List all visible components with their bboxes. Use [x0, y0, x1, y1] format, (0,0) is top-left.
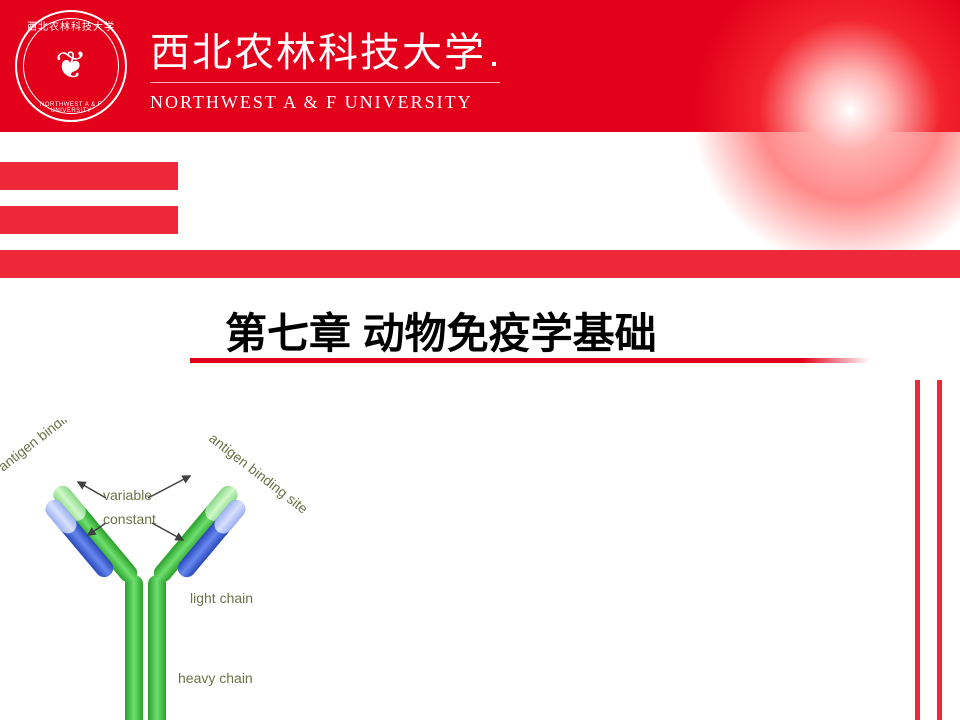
heavy-chain-stem-left: [125, 575, 143, 720]
arrow-variable-right: [148, 476, 190, 498]
antibody-diagram: antigen binding site antigen binding sit…: [0, 420, 310, 720]
arrow-constant-right: [152, 523, 183, 540]
logo-inner-ring: ❦: [23, 18, 119, 114]
arrow-variable-left: [78, 482, 106, 498]
lens-flare-decoration: [690, 0, 960, 270]
title-underline: [190, 358, 870, 363]
heavy-chain-stem-right: [148, 575, 166, 720]
label-heavy-chain: heavy chain: [178, 670, 253, 686]
accent-bar-1: [0, 162, 178, 190]
university-name-cn: 西北农林科技大学: [150, 20, 496, 78]
label-constant: constant: [103, 511, 156, 527]
chapter-title: 第七章 动物免疫学基础: [225, 300, 657, 361]
header-divider: [150, 82, 500, 83]
label-variable: variable: [103, 487, 152, 503]
accent-bar-2: [0, 206, 178, 234]
rail-1: [915, 380, 920, 720]
logo-text-en: NORTHWEST A & F UNIVERSITY: [21, 102, 121, 114]
accent-bar-3: [0, 250, 960, 278]
rail-2: [937, 380, 942, 720]
label-abs-left: antigen binding site: [0, 420, 100, 474]
label-light-chain: light chain: [190, 590, 253, 606]
header-band: 西北农林科技大学 ❦ NORTHWEST A & F UNIVERSITY 西北…: [0, 0, 960, 132]
university-name-en: NORTHWEST A & F UNIVERSITY: [150, 92, 473, 113]
wheat-icon: ❦: [55, 47, 87, 85]
university-logo: 西北农林科技大学 ❦ NORTHWEST A & F UNIVERSITY: [15, 10, 127, 122]
